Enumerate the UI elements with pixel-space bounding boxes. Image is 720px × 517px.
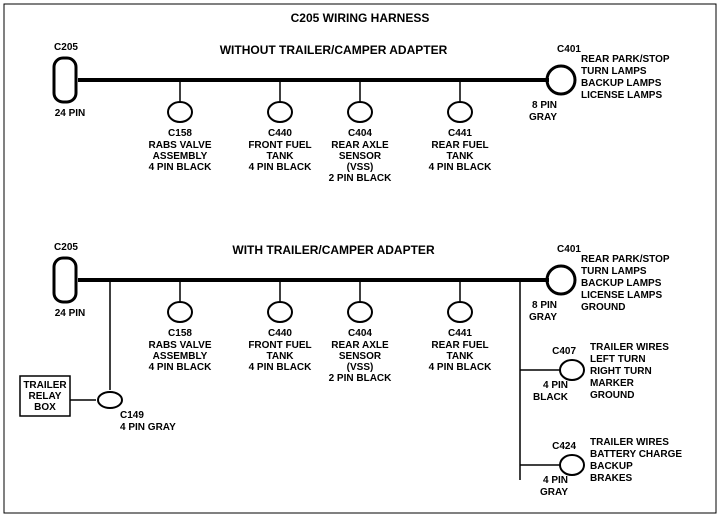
svg-text:4 PIN BLACK: 4 PIN BLACK bbox=[429, 362, 493, 373]
svg-text:C158: C158 bbox=[168, 328, 192, 339]
svg-text:SENSOR: SENSOR bbox=[339, 151, 382, 162]
svg-text:BOX: BOX bbox=[34, 402, 56, 413]
svg-text:FRONT FUEL: FRONT FUEL bbox=[248, 340, 311, 351]
svg-text:8 PIN: 8 PIN bbox=[532, 300, 557, 311]
svg-text:C205: C205 bbox=[54, 242, 78, 253]
svg-text:4 PIN BLACK: 4 PIN BLACK bbox=[149, 362, 213, 373]
svg-text:REAR AXLE: REAR AXLE bbox=[331, 140, 389, 151]
svg-text:2 PIN BLACK: 2 PIN BLACK bbox=[329, 373, 393, 384]
svg-text:WITHOUT TRAILER/CAMPER ADAPT: WITHOUT TRAILER/CAMPER ADAPTER bbox=[220, 43, 448, 57]
svg-text:4 PIN BLACK: 4 PIN BLACK bbox=[249, 362, 313, 373]
svg-text:WITH TRAILER/CAMPER ADAPTER: WITH TRAILER/CAMPER ADAPTER bbox=[232, 243, 435, 257]
svg-text:REAR FUEL: REAR FUEL bbox=[431, 140, 488, 151]
svg-text:GRAY: GRAY bbox=[540, 487, 568, 498]
svg-text:TANK: TANK bbox=[446, 151, 474, 162]
svg-text:TRAILER WIRES: TRAILER WIRES bbox=[590, 342, 669, 353]
svg-text:LICENSE LAMPS: LICENSE LAMPS bbox=[581, 90, 662, 101]
svg-text:4 PIN BLACK: 4 PIN BLACK bbox=[149, 162, 213, 173]
svg-text:C401: C401 bbox=[557, 44, 581, 55]
svg-text:TANK: TANK bbox=[266, 151, 294, 162]
svg-text:4 PIN BLACK: 4 PIN BLACK bbox=[429, 162, 493, 173]
svg-text:BACKUP LAMPS: BACKUP LAMPS bbox=[581, 278, 662, 289]
wiring-diagram: C205 WIRING HARNESS WITHOUT TRAILER/CAMPE… bbox=[0, 0, 720, 517]
svg-text:BRAKES: BRAKES bbox=[590, 473, 633, 484]
svg-text:TURN LAMPS: TURN LAMPS bbox=[581, 66, 647, 77]
svg-text:C149: C149 bbox=[120, 410, 144, 421]
svg-text:RELAY: RELAY bbox=[29, 391, 62, 402]
svg-text:TURN LAMPS: TURN LAMPS bbox=[581, 266, 647, 277]
svg-text:ASSEMBLY: ASSEMBLY bbox=[153, 351, 208, 362]
svg-text:REAR PARK/STOP: REAR PARK/STOP bbox=[581, 254, 670, 265]
svg-text:GRAY: GRAY bbox=[529, 312, 557, 323]
svg-text:BATTERY CHARGE: BATTERY CHARGE bbox=[590, 449, 682, 460]
svg-text:(VSS): (VSS) bbox=[347, 162, 374, 173]
svg-text:C440: C440 bbox=[268, 328, 292, 339]
svg-text:LICENSE LAMPS: LICENSE LAMPS bbox=[581, 290, 662, 301]
svg-text:GROUND: GROUND bbox=[590, 390, 634, 401]
svg-text:BACKUP LAMPS: BACKUP LAMPS bbox=[581, 78, 662, 89]
svg-text:4 PIN GRAY: 4 PIN GRAY bbox=[120, 422, 176, 433]
svg-text:C205 WIRING HARNESS: C205 WIRING HARNESS bbox=[291, 11, 430, 25]
svg-text:C158: C158 bbox=[168, 128, 192, 139]
svg-text:C441: C441 bbox=[448, 328, 472, 339]
svg-text:TRAILER WIRES: TRAILER WIRES bbox=[590, 437, 669, 448]
svg-text:C424: C424 bbox=[552, 441, 576, 452]
svg-text:REAR FUEL: REAR FUEL bbox=[431, 340, 488, 351]
svg-text:RIGHT TURN: RIGHT TURN bbox=[590, 366, 652, 377]
svg-text:(VSS): (VSS) bbox=[347, 362, 374, 373]
svg-text:C441: C441 bbox=[448, 128, 472, 139]
svg-text:8 PIN: 8 PIN bbox=[532, 100, 557, 111]
svg-text:C440: C440 bbox=[268, 128, 292, 139]
svg-text:C404: C404 bbox=[348, 128, 372, 139]
svg-text:2 PIN BLACK: 2 PIN BLACK bbox=[329, 173, 393, 184]
svg-text:TANK: TANK bbox=[266, 351, 294, 362]
svg-text:C205: C205 bbox=[54, 42, 78, 53]
svg-text:C407: C407 bbox=[552, 346, 576, 357]
svg-text:FRONT FUEL: FRONT FUEL bbox=[248, 140, 311, 151]
svg-text:REAR AXLE: REAR AXLE bbox=[331, 340, 389, 351]
svg-text:MARKER: MARKER bbox=[590, 378, 635, 389]
svg-text:TRAILER: TRAILER bbox=[23, 380, 67, 391]
svg-text:C401: C401 bbox=[557, 244, 581, 255]
svg-text:TANK: TANK bbox=[446, 351, 474, 362]
svg-text:SENSOR: SENSOR bbox=[339, 351, 382, 362]
svg-text:BACKUP: BACKUP bbox=[590, 461, 633, 472]
svg-text:4 PIN: 4 PIN bbox=[543, 380, 568, 391]
svg-text:4 PIN: 4 PIN bbox=[543, 475, 568, 486]
svg-text:GROUND: GROUND bbox=[581, 302, 625, 313]
svg-text:24 PIN: 24 PIN bbox=[55, 108, 86, 119]
svg-text:BLACK: BLACK bbox=[533, 392, 569, 403]
svg-text:4 PIN BLACK: 4 PIN BLACK bbox=[249, 162, 313, 173]
svg-text:RABS VALVE: RABS VALVE bbox=[149, 340, 212, 351]
svg-text:ASSEMBLY: ASSEMBLY bbox=[153, 151, 208, 162]
svg-text:RABS VALVE: RABS VALVE bbox=[149, 140, 212, 151]
svg-text:GRAY: GRAY bbox=[529, 112, 557, 123]
svg-text:REAR PARK/STOP: REAR PARK/STOP bbox=[581, 54, 670, 65]
svg-text:LEFT TURN: LEFT TURN bbox=[590, 354, 646, 365]
svg-text:24 PIN: 24 PIN bbox=[55, 308, 86, 319]
svg-text:C404: C404 bbox=[348, 328, 372, 339]
